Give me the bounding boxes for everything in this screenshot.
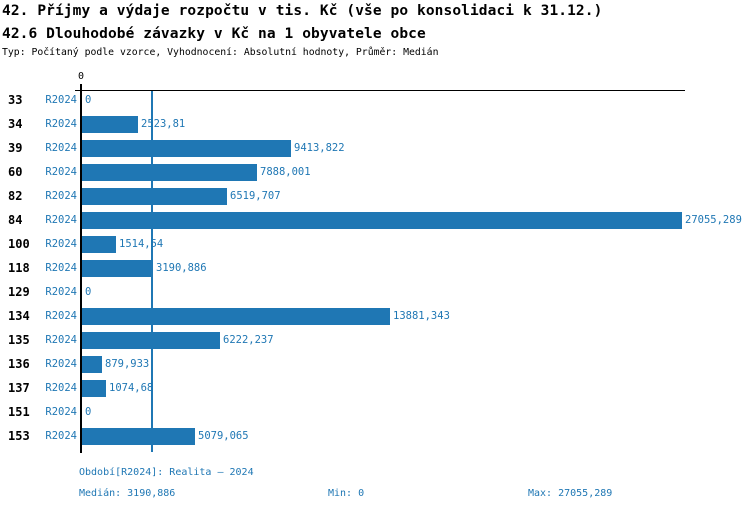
chart-row: 84 R2024 27055,289 — [0, 208, 750, 232]
category-label: 135 — [8, 333, 30, 347]
value-label: 879,933 — [105, 358, 150, 370]
series-label: R2024 — [45, 118, 77, 130]
category-label: 60 — [8, 165, 23, 179]
category-label: 134 — [8, 309, 30, 323]
series-label: R2024 — [45, 334, 77, 346]
chart-row: 153 R2024 5079,065 — [0, 424, 750, 448]
category-label: 84 — [8, 213, 23, 227]
value-label: 6222,237 — [223, 334, 274, 346]
category-label: 118 — [8, 261, 30, 275]
value-label: 0 — [85, 406, 92, 418]
value-label: 1514,54 — [119, 238, 164, 250]
series-label: R2024 — [45, 310, 77, 322]
value-bar — [82, 139, 291, 157]
series-label: R2024 — [45, 382, 77, 394]
x-axis-line — [75, 90, 685, 91]
value-bar — [82, 115, 138, 133]
value-bar — [82, 211, 682, 229]
chart-row: 33 R2024 0 — [0, 88, 750, 112]
category-label: 100 — [8, 237, 30, 251]
series-label: R2024 — [45, 286, 77, 298]
value-bar — [82, 307, 390, 325]
category-label: 129 — [8, 285, 30, 299]
value-bar — [82, 187, 227, 205]
value-label: 9413,822 — [294, 142, 345, 154]
category-label: 39 — [8, 141, 23, 155]
chart-row: 136 R2024 879,933 — [0, 352, 750, 376]
report-subtitle: 42.6 Dlouhodobé závazky v Kč na 1 obyvat… — [2, 26, 426, 42]
value-label: 1074,68 — [109, 382, 154, 394]
chart-row: 137 R2024 1074,68 — [0, 376, 750, 400]
series-label: R2024 — [45, 142, 77, 154]
value-label: 0 — [85, 286, 92, 298]
category-label: 33 — [8, 93, 23, 107]
value-label: 5079,065 — [198, 430, 249, 442]
report-title: 42. Příjmy a výdaje rozpočtu v tis. Kč (… — [2, 3, 603, 19]
value-label: 0 — [85, 94, 92, 106]
footer-min: Min: 0 — [328, 488, 365, 499]
value-bar — [82, 355, 102, 373]
chart-row: 135 R2024 6222,237 — [0, 328, 750, 352]
category-label: 82 — [8, 189, 23, 203]
chart-row: 34 R2024 2523,81 — [0, 112, 750, 136]
y-axis-line — [80, 84, 82, 453]
category-label: 151 — [8, 405, 30, 419]
category-label: 137 — [8, 381, 30, 395]
value-label: 27055,289 — [685, 214, 742, 226]
series-label: R2024 — [45, 190, 77, 202]
series-label: R2024 — [45, 238, 77, 250]
series-label: R2024 — [45, 430, 77, 442]
series-label: R2024 — [45, 94, 77, 106]
series-label: R2024 — [45, 214, 77, 226]
value-bar — [82, 259, 153, 277]
value-bar — [82, 331, 220, 349]
footer-period: Období[R2024]: Realita – 2024 — [79, 467, 254, 478]
value-bar — [82, 379, 106, 397]
chart-row: 151 R2024 0 — [0, 400, 750, 424]
value-label: 3190,886 — [156, 262, 207, 274]
chart-row: 82 R2024 6519,707 — [0, 184, 750, 208]
value-label: 7888,001 — [260, 166, 311, 178]
chart-row: 39 R2024 9413,822 — [0, 136, 750, 160]
chart-row: 129 R2024 0 — [0, 280, 750, 304]
chart-row: 134 R2024 13881,343 — [0, 304, 750, 328]
chart-row: 118 R2024 3190,886 — [0, 256, 750, 280]
category-label: 153 — [8, 429, 30, 443]
value-bar — [82, 427, 195, 445]
value-label: 2523,81 — [141, 118, 186, 130]
value-label: 6519,707 — [230, 190, 281, 202]
footer-median: Medián: 3190,886 — [79, 488, 176, 499]
report-meta: Typ: Počítaný podle vzorce, Vyhodnocení:… — [2, 47, 439, 58]
series-label: R2024 — [45, 262, 77, 274]
x-axis-tick-label: 0 — [77, 71, 85, 82]
value-bar — [82, 163, 257, 181]
category-label: 136 — [8, 357, 30, 371]
series-label: R2024 — [45, 406, 77, 418]
value-label: 13881,343 — [393, 310, 450, 322]
chart-row: 100 R2024 1514,54 — [0, 232, 750, 256]
series-label: R2024 — [45, 358, 77, 370]
value-bar — [82, 235, 116, 253]
category-label: 34 — [8, 117, 23, 131]
footer-max: Max: 27055,289 — [528, 488, 613, 499]
series-label: R2024 — [45, 166, 77, 178]
chart-row: 60 R2024 7888,001 — [0, 160, 750, 184]
